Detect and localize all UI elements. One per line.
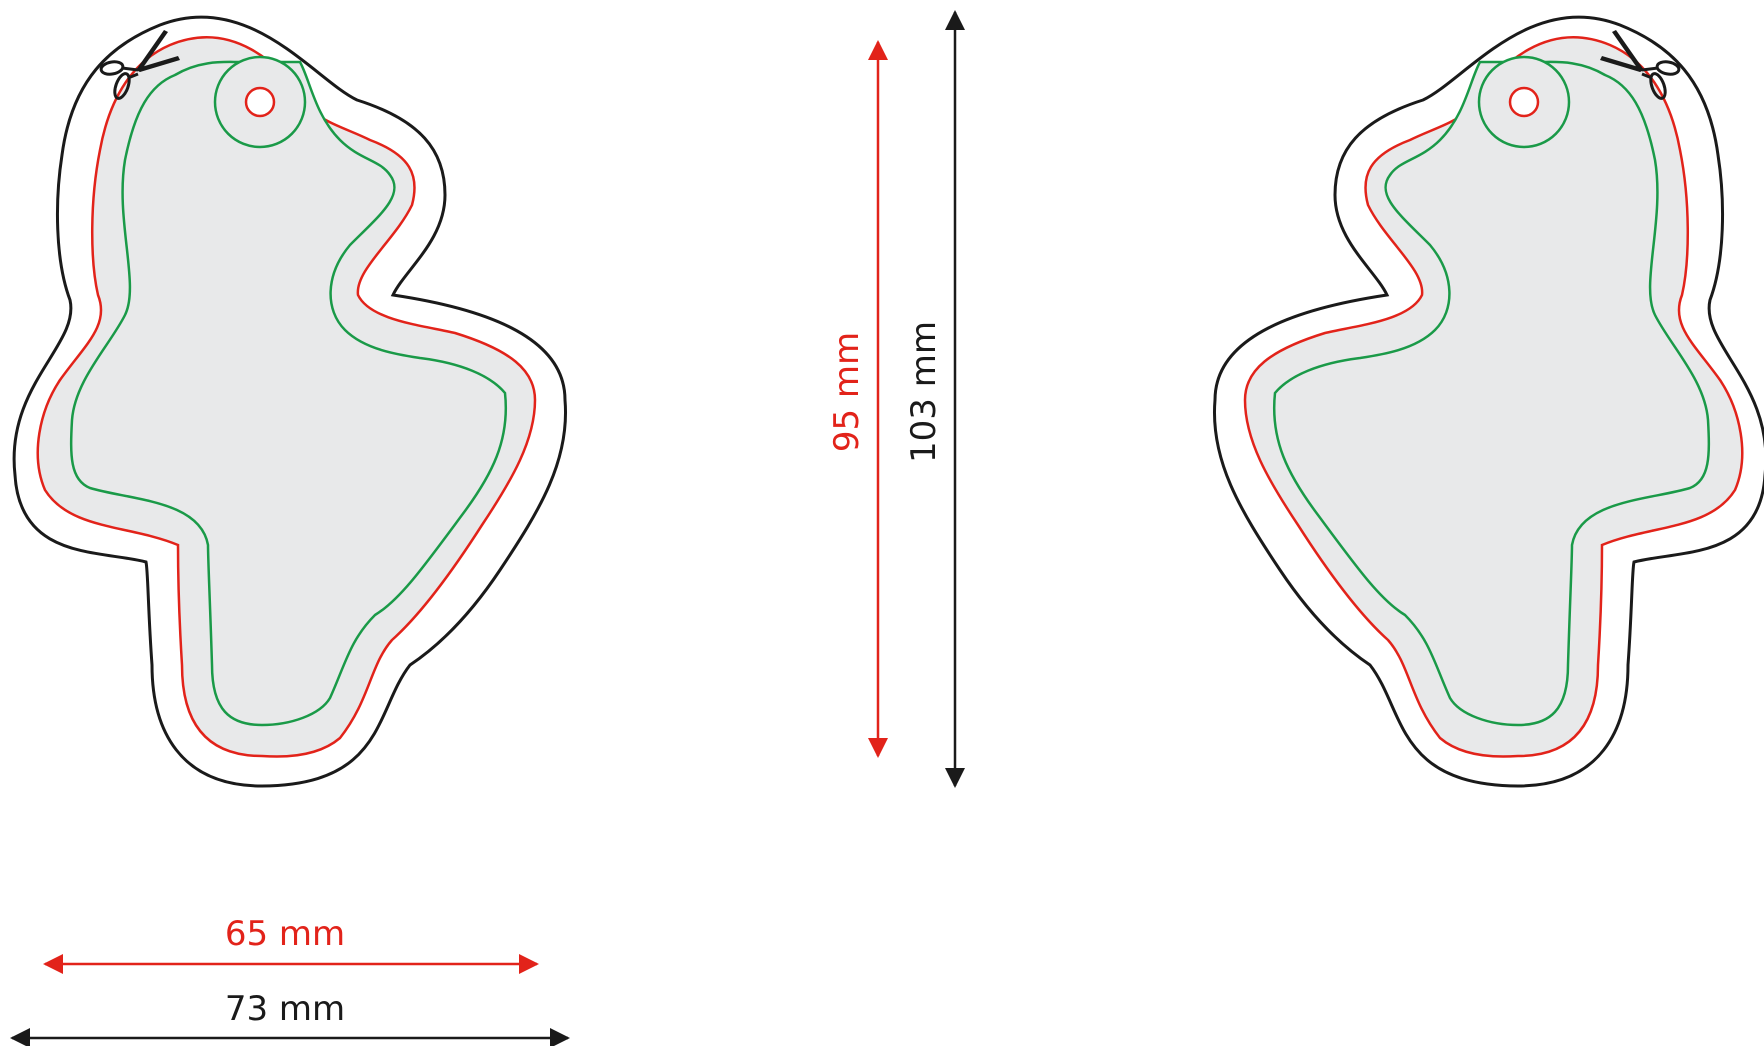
height-outer-label: 103 mm: [904, 321, 944, 463]
height-inner-label: 95 mm: [827, 332, 867, 452]
width-inner-label: 65 mm: [225, 914, 345, 954]
right-hole: [1508, 86, 1540, 118]
height-outer-dimension: 103 mm: [904, 10, 965, 788]
width-outer-label: 73 mm: [225, 989, 345, 1029]
width-outer-dimension: 73 mm: [10, 989, 570, 1046]
width-inner-dimension: 65 mm: [43, 914, 539, 974]
right-keychain-template: [1212, 15, 1764, 788]
left-keychain-template: [12, 15, 568, 788]
left-hole: [244, 86, 276, 118]
height-inner-dimension: 95 mm: [827, 40, 888, 758]
